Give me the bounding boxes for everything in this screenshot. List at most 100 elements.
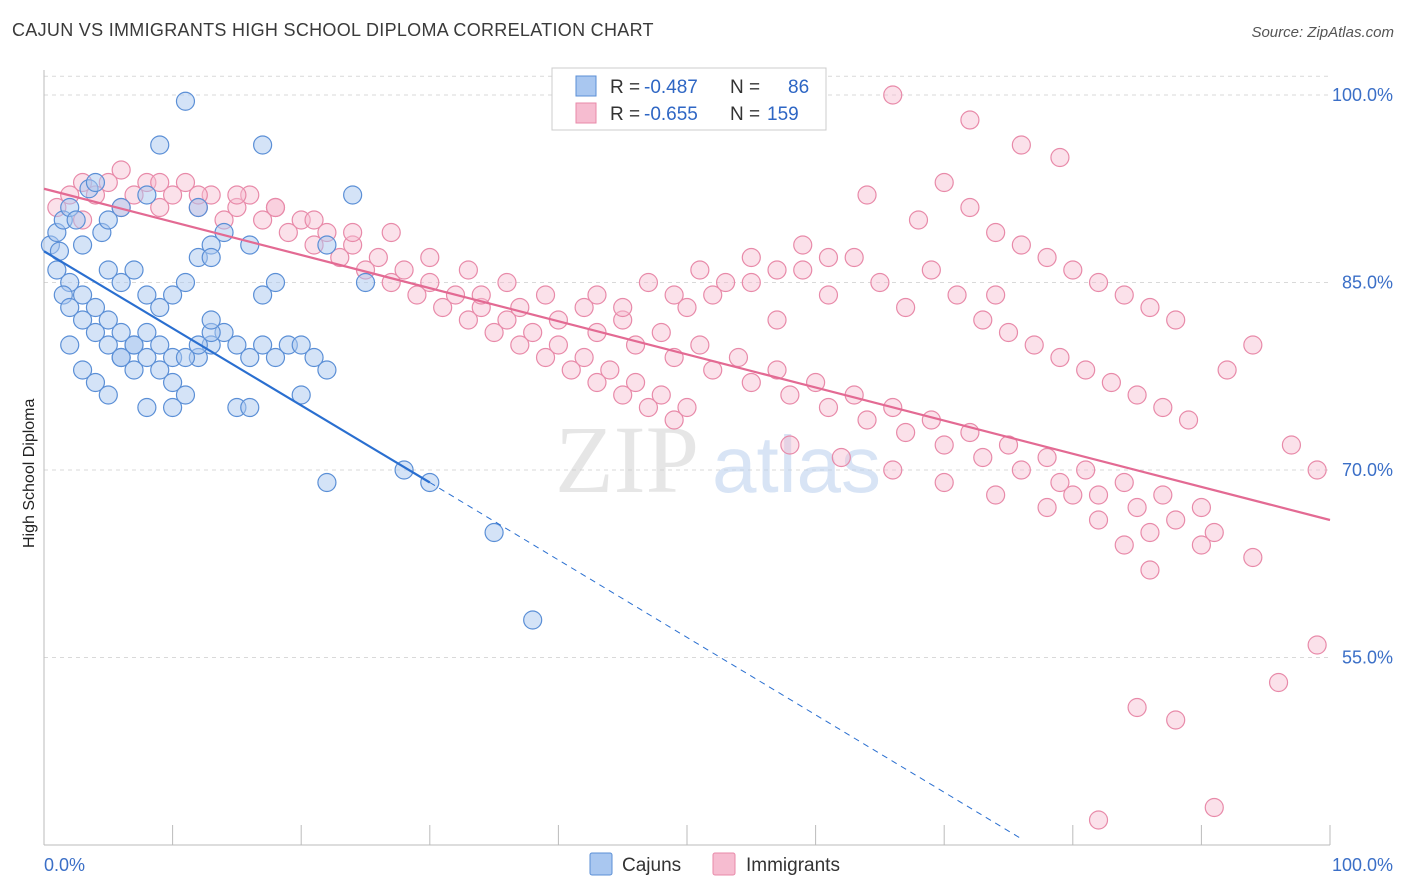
- cajuns-point-54: [253, 335, 273, 355]
- immigrants-point-39: [548, 335, 569, 355]
- cajuns-point-43: [98, 385, 118, 405]
- immigrants-point-106: [844, 247, 864, 268]
- immigrants-point-46: [638, 397, 659, 418]
- immigrants-point-127: [767, 260, 787, 280]
- immigrants-point-145: [1037, 497, 1057, 518]
- legend-n-value-2: 159: [767, 104, 799, 125]
- cajuns-point-46: [137, 322, 157, 343]
- legend-n-value-1: 86: [788, 77, 809, 98]
- immigrants-point-65: [651, 322, 671, 343]
- immigrants-point-144: [986, 485, 1006, 505]
- immigrants-point-25: [368, 247, 388, 268]
- bottom-legend: Cajuns Immigrants: [589, 852, 840, 876]
- immigrants-point-78: [1153, 485, 1173, 505]
- immigrants-point-162: [1140, 560, 1160, 580]
- cajuns-point-68: [137, 397, 157, 418]
- axes: [43, 70, 1331, 846]
- immigrants-point-151: [1127, 697, 1147, 718]
- cajuns-point-39: [175, 385, 196, 405]
- watermark-zip: ZIP: [555, 406, 699, 513]
- immigrants-point-16: [253, 210, 273, 230]
- immigrants-point-62: [535, 285, 556, 305]
- cajuns-point-74: [240, 397, 260, 418]
- cajuns-point-4: [66, 210, 86, 230]
- immigrants-point-63: [574, 297, 594, 318]
- immigrants-point-98: [1166, 510, 1186, 530]
- immigrants-point-45: [625, 372, 646, 393]
- y-tick-labels: 55.0% 70.0% 85.0% 100.0%: [1332, 85, 1393, 668]
- immigrants-point-125: [715, 272, 736, 293]
- immigrants-point-142: [883, 460, 903, 480]
- immigrants-point-27: [394, 260, 414, 280]
- cajuns-point-80: [291, 385, 311, 405]
- y-tick-label-0: 55.0%: [1342, 648, 1393, 668]
- cajuns-point-67: [124, 360, 144, 380]
- cajuns-point-11: [111, 272, 131, 293]
- immigrants-point-34: [484, 322, 504, 343]
- watermark-atlas: atlas: [712, 420, 881, 509]
- y-tick-label-1: 70.0%: [1342, 460, 1393, 480]
- immigrants-point-168: [908, 210, 929, 230]
- cajuns-point-53: [240, 347, 260, 368]
- immigrants-point-38: [535, 347, 556, 368]
- immigrants-point-149: [1243, 547, 1263, 568]
- immigrants-point-74: [998, 435, 1019, 455]
- legend-r-value-1: -0.487: [644, 77, 698, 98]
- immigrants-point-124: [690, 260, 710, 280]
- immigrants-point-47: [651, 385, 671, 405]
- legend-box: R = -0.487 N = 86 R = -0.655 N = 159: [551, 67, 827, 131]
- immigrants-point-41: [574, 347, 594, 368]
- cajuns-point-8: [85, 172, 106, 193]
- y-tick-label-3: 100.0%: [1332, 85, 1393, 105]
- immigrants-point-120: [587, 285, 607, 305]
- immigrants-point-109: [921, 260, 941, 280]
- immigrants-point-87: [741, 372, 761, 393]
- source-label: Source: ZipAtlas.com: [1251, 24, 1394, 41]
- cajuns-point-45: [124, 335, 144, 355]
- immigrants-point-117: [1127, 385, 1147, 405]
- immigrants-point-101: [703, 285, 723, 305]
- immigrants-point-134: [1037, 247, 1057, 268]
- cajuns-point-24: [175, 91, 196, 111]
- immigrants-point-164: [1243, 335, 1263, 355]
- immigrants-point-152: [1166, 710, 1186, 730]
- immigrants-point-159: [1050, 147, 1070, 168]
- immigrants-point-89: [818, 397, 839, 418]
- immigrants-point-58: [381, 222, 401, 243]
- immigrants-point-37: [523, 322, 543, 343]
- immigrants-point-54: [227, 185, 247, 205]
- immigrants-point-114: [1050, 347, 1070, 368]
- immigrants-point-146: [1088, 510, 1109, 530]
- immigrants-point-88: [780, 385, 800, 405]
- immigrants-point-68: [767, 360, 787, 380]
- immigrants-point-91: [896, 422, 916, 443]
- cajuns-point-82: [317, 472, 337, 493]
- cajuns-point-42: [85, 372, 106, 393]
- immigrants-point-136: [1088, 272, 1109, 293]
- cajuns-point-69: [163, 397, 183, 418]
- bottom-legend-cajuns-label: Cajuns: [622, 855, 681, 876]
- cajuns-point-34: [111, 322, 131, 343]
- cajuns-point-64: [85, 322, 106, 343]
- immigrants-point-131: [960, 197, 980, 218]
- cajuns-point-27: [240, 235, 260, 255]
- bottom-legend-cajuns-swatch: [589, 852, 613, 876]
- immigrants-point-160: [1063, 485, 1083, 505]
- immigrants-point-126: [741, 247, 761, 268]
- immigrants-point-8: [150, 197, 170, 218]
- immigrants-point-51: [111, 160, 131, 180]
- immigrants-point-57: [343, 222, 363, 243]
- immigrants-point-102: [741, 272, 761, 293]
- immigrants-point-138: [1140, 297, 1160, 318]
- immigrants-point-52: [150, 172, 170, 193]
- bottom-legend-immigrants-label: Immigrants: [746, 855, 840, 876]
- immigrants-point-44: [613, 385, 633, 405]
- legend-n-label-1: N =: [730, 77, 760, 98]
- cajuns-point-79: [201, 310, 221, 330]
- immigrants-point-133: [1011, 235, 1031, 255]
- cajuns-point-37: [150, 360, 170, 380]
- x-tick-labels: 0.0% 100.0%: [44, 855, 1393, 875]
- immigrants-point-104: [793, 260, 813, 280]
- cajuns-point-40: [60, 335, 80, 355]
- immigrants-point-28: [407, 285, 427, 305]
